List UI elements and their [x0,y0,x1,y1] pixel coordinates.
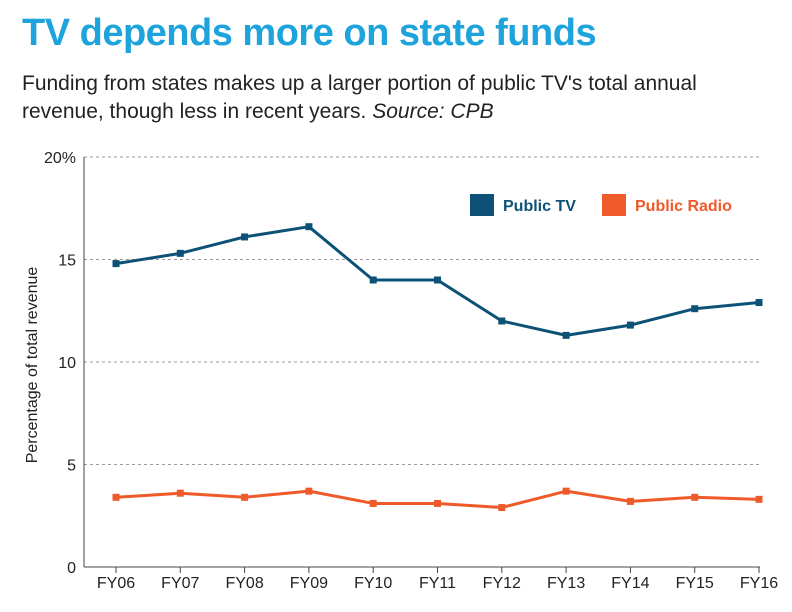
data-point [241,233,249,241]
x-tick-label: FY06 [97,575,135,592]
x-tick-label: FY14 [611,575,649,592]
subtitle-text: Funding from states makes up a larger po… [22,72,697,123]
data-point [434,499,441,507]
x-tick-label: FY13 [547,575,585,592]
data-point [176,249,184,257]
series-lines [112,223,763,512]
subtitle-source: Source: CPB [372,100,494,123]
data-point [626,497,634,505]
y-tick-label: 0 [67,560,76,577]
y-axis-label: Percentage of total revenue [24,267,41,464]
x-tick-label: FY15 [676,575,714,592]
data-point [176,489,184,497]
data-point [305,223,313,231]
y-tick-labels: 0 5 10 15 20% [44,150,76,577]
data-point [112,493,120,501]
legend-swatch-public-radio [602,194,626,216]
axes [83,157,760,573]
chart-title: TV depends more on state funds [22,12,597,54]
data-point [112,260,120,268]
data-point [369,276,377,284]
data-point [241,493,249,501]
y-tick-label: 20% [44,150,76,167]
data-point [755,495,763,503]
data-point [305,487,313,495]
data-point [691,493,699,501]
data-point [691,305,699,313]
y-tick-label: 15 [58,253,76,270]
y-tick-label: 10 [58,355,76,372]
legend-label-public-tv: Public TV [503,198,576,215]
x-tick-label: FY08 [225,575,263,592]
grid-lines [84,156,760,465]
x-tick-label: FY16 [740,575,778,592]
x-tick-label: FY07 [161,575,199,592]
data-point [626,321,634,329]
x-tick-label: FY11 [419,575,456,592]
x-tick-label: FY09 [290,575,328,592]
x-tick-label: FY10 [354,575,392,592]
legend: Public TV Public Radio [470,194,732,216]
data-point [755,299,763,307]
chart-subtitle: Funding from states makes up a larger po… [22,70,782,126]
y-tick-label: 5 [67,458,76,475]
x-tick-label: FY12 [483,575,521,592]
data-point [498,504,506,512]
data-point [562,331,570,339]
data-point [434,276,441,284]
legend-label-public-radio: Public Radio [635,198,732,215]
data-point [562,487,570,495]
x-tick-labels: FY06 FY07 FY08 FY09 FY10 FY11 FY12 FY13 FY14 FY15… [97,575,778,592]
data-point [369,499,377,507]
data-point [498,317,506,325]
legend-swatch-public-tv [470,194,494,216]
